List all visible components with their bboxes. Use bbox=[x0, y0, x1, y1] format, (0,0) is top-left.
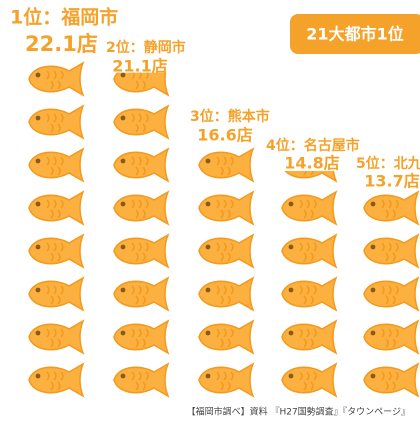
fish-icon bbox=[281, 234, 337, 268]
fish-icon bbox=[113, 105, 169, 139]
fish-icon bbox=[28, 148, 84, 182]
fish-icon bbox=[28, 234, 84, 268]
fish-icon bbox=[28, 105, 84, 139]
value-label: 16.6店 bbox=[197, 126, 252, 145]
fish-icon bbox=[363, 277, 419, 311]
value-label: 13.7店 bbox=[364, 172, 419, 191]
fish-icon bbox=[363, 191, 419, 225]
fish-icon bbox=[363, 320, 419, 354]
fish-column bbox=[198, 148, 254, 397]
source: 【福岡市調べ】資料 『H27国勢調査』『タウンページ』 bbox=[187, 406, 410, 418]
fish-icon bbox=[113, 277, 169, 311]
fish-icon bbox=[363, 234, 419, 268]
category-label: 5位：北九州市 bbox=[356, 155, 420, 172]
category-label: 2位：静岡市 bbox=[106, 39, 186, 56]
fish-column bbox=[281, 170, 337, 397]
fish-icon bbox=[28, 191, 84, 225]
fish-icon bbox=[281, 277, 337, 311]
fish-icon bbox=[281, 191, 337, 225]
fish-icon bbox=[198, 363, 254, 397]
fish-icon bbox=[198, 234, 254, 268]
fish-icon bbox=[28, 62, 84, 96]
fish-column bbox=[113, 72, 169, 397]
category-label: 4位：名古屋市 bbox=[266, 137, 360, 154]
fish-icon bbox=[198, 191, 254, 225]
badge bbox=[290, 14, 420, 54]
fish-icon bbox=[363, 363, 419, 397]
pictograph bbox=[28, 62, 419, 397]
fish-icon bbox=[28, 363, 84, 397]
fish-icon bbox=[28, 320, 84, 354]
category-label: 1位：福岡市 bbox=[10, 6, 118, 29]
fish-icon bbox=[113, 148, 169, 182]
category-label: 3位：熊本市 bbox=[190, 108, 270, 125]
fish-icon bbox=[113, 234, 169, 268]
fish-icon bbox=[113, 363, 169, 397]
value-label: 22.1店 bbox=[25, 32, 98, 56]
fish-icon bbox=[113, 320, 169, 354]
fish-icon bbox=[198, 320, 254, 354]
badge-text: 21大都市1位 bbox=[306, 25, 403, 44]
fish-icon bbox=[28, 277, 84, 311]
value-label: 21.1店 bbox=[112, 57, 167, 76]
fish-icon bbox=[281, 320, 337, 354]
value-label: 14.8店 bbox=[284, 154, 339, 173]
fish-icon bbox=[198, 148, 254, 182]
fish-icon bbox=[281, 363, 337, 397]
fish-icon bbox=[113, 191, 169, 225]
fish-column bbox=[28, 62, 84, 397]
fish-icon bbox=[198, 277, 254, 311]
